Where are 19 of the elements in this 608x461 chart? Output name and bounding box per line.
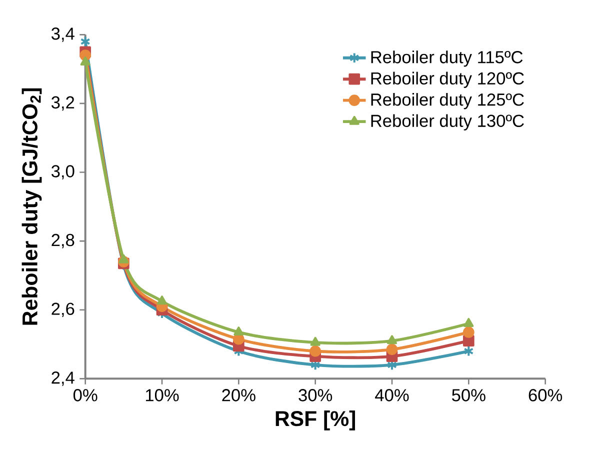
x-tick-label: 20% [222,388,256,402]
y-tick-label: 3,0 [52,164,74,180]
legend-label: Reboiler duty 125ºC [371,92,524,110]
legend-label: Reboiler duty 115ºC [371,50,523,67]
y-tick-label: 2,4 [52,371,74,386]
y-tick-label: 3,2 [52,96,74,110]
x-axis-title: RSF [%] [276,410,355,430]
legend-label: Reboiler duty 120ºC [371,72,524,88]
y-axis-title: Reboiler duty [GJ/tCO$_{2}$] [22,88,42,325]
x-tick-label: 30% [298,388,332,402]
y-tick-label: 2,6 [52,302,74,317]
legend-label: Reboiler duty 130ºC [371,114,524,130]
x-tick-label: 10% [146,388,179,402]
y-tick-label: 2,8 [52,234,74,248]
x-tick-label: 50% [452,388,486,402]
x-tick-label: 0% [73,388,98,402]
y-tick-label: 3,4 [52,27,74,42]
x-tick-label: 40% [375,388,409,402]
x-tick-label: 60% [528,388,562,402]
